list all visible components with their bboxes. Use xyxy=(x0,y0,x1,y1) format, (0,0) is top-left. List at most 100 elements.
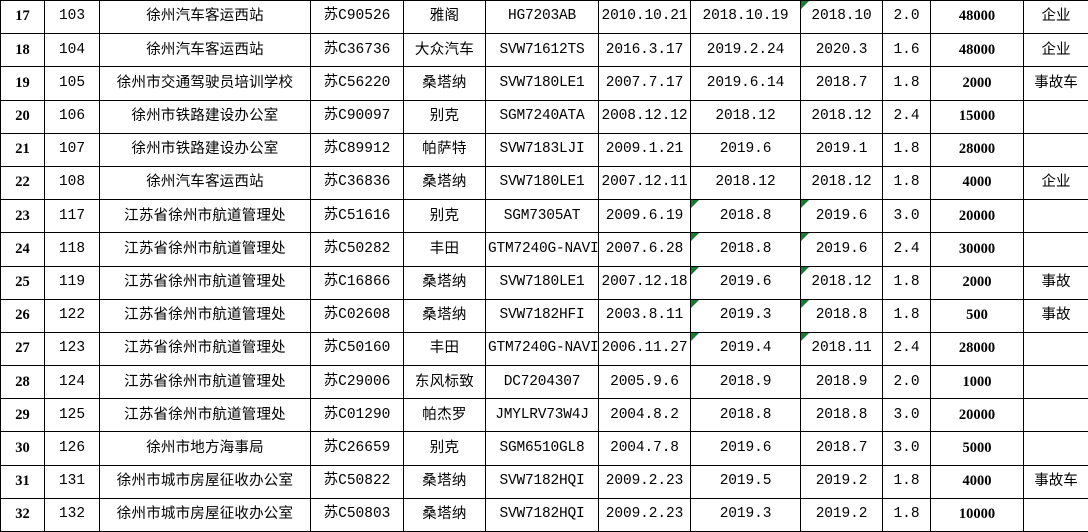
cell-insurance-date[interactable]: 2018.10 xyxy=(800,0,883,35)
cell-registration-date[interactable]: 2004.7.8 xyxy=(598,431,691,466)
table-row[interactable]: 24 118 江苏省徐州市航道管理处 苏C50282 丰田 GTM7240G-NAVI 20… xyxy=(0,232,1088,267)
cell-amount[interactable]: 20000 xyxy=(930,199,1024,234)
cell-insurance-date[interactable]: 2018.12 xyxy=(800,99,883,134)
cell-vehicle-model[interactable]: GTM7240G-NAVI xyxy=(485,331,599,367)
cell-sequence-number[interactable]: 29 xyxy=(0,398,45,433)
cell-plate-number[interactable]: 苏C90526 xyxy=(310,0,404,35)
table-row[interactable]: 32 132 徐州市城市房屋征收办公室 苏C50803 桑塔纳 SVW7182HQI 200… xyxy=(0,497,1088,532)
cell-amount[interactable]: 28000 xyxy=(930,331,1024,367)
table-row[interactable]: 27 123 江苏省徐州市航道管理处 苏C50160 丰田 GTM7240G-NAVI 20… xyxy=(0,331,1088,367)
cell-displacement[interactable]: 1.8 xyxy=(882,497,931,532)
cell-insurance-date[interactable]: 2020.3 xyxy=(800,33,883,68)
cell-vehicle-brand[interactable]: 桑塔纳 xyxy=(403,497,486,532)
cell-plate-number[interactable]: 苏C89912 xyxy=(310,132,404,167)
cell-amount[interactable]: 30000 xyxy=(930,232,1024,267)
cell-inspection-date[interactable]: 2018.9 xyxy=(690,365,801,400)
cell-remark[interactable]: 事故 xyxy=(1023,298,1088,333)
cell-inspection-date[interactable]: 2018.12 xyxy=(690,99,801,134)
table-row[interactable]: 22 108 徐州汽车客运西站 苏C36836 桑塔纳 SVW7180LE1 2007.12… xyxy=(0,165,1088,201)
cell-amount[interactable]: 48000 xyxy=(930,0,1024,35)
cell-record-id[interactable]: 132 xyxy=(44,497,100,532)
cell-sequence-number[interactable]: 17 xyxy=(0,0,45,35)
cell-organization[interactable]: 江苏省徐州市航道管理处 xyxy=(99,199,311,234)
cell-registration-date[interactable]: 2009.2.23 xyxy=(598,497,691,532)
cell-inspection-date[interactable]: 2018.12 xyxy=(690,165,801,201)
cell-insurance-date[interactable]: 2018.12 xyxy=(800,265,883,300)
cell-vehicle-brand[interactable]: 桑塔纳 xyxy=(403,165,486,201)
cell-sequence-number[interactable]: 18 xyxy=(0,33,45,68)
cell-plate-number[interactable]: 苏C90097 xyxy=(310,99,404,134)
cell-remark[interactable] xyxy=(1023,132,1088,167)
cell-sequence-number[interactable]: 20 xyxy=(0,99,45,134)
cell-organization[interactable]: 江苏省徐州市航道管理处 xyxy=(99,298,311,333)
cell-plate-number[interactable]: 苏C50282 xyxy=(310,232,404,267)
cell-organization[interactable]: 徐州汽车客运西站 xyxy=(99,33,311,68)
cell-displacement[interactable]: 3.0 xyxy=(882,199,931,234)
cell-insurance-date[interactable]: 2018.7 xyxy=(800,431,883,466)
cell-displacement[interactable]: 2.4 xyxy=(882,232,931,267)
cell-vehicle-model[interactable]: HG7203AB xyxy=(485,0,599,35)
cell-vehicle-model[interactable]: SVW7180LE1 xyxy=(485,265,599,300)
cell-displacement[interactable]: 1.6 xyxy=(882,33,931,68)
cell-registration-date[interactable]: 2006.11.27 xyxy=(598,331,691,367)
cell-sequence-number[interactable]: 26 xyxy=(0,298,45,333)
cell-record-id[interactable]: 106 xyxy=(44,99,100,134)
cell-registration-date[interactable]: 2016.3.17 xyxy=(598,33,691,68)
cell-inspection-date[interactable]: 2018.8 xyxy=(690,398,801,433)
cell-insurance-date[interactable]: 2018.8 xyxy=(800,298,883,333)
cell-amount[interactable]: 1000 xyxy=(930,365,1024,400)
table-row[interactable]: 18 104 徐州汽车客运西站 苏C36736 大众汽车 SVW71612TS 2016.3… xyxy=(0,33,1088,68)
cell-inspection-date[interactable]: 2019.6 xyxy=(690,132,801,167)
cell-inspection-date[interactable]: 2019.5 xyxy=(690,464,801,499)
cell-inspection-date[interactable]: 2018.8 xyxy=(690,199,801,234)
cell-displacement[interactable]: 1.8 xyxy=(882,165,931,201)
cell-vehicle-model[interactable]: SVW7182HQI xyxy=(485,464,599,499)
cell-inspection-date[interactable]: 2019.6 xyxy=(690,265,801,300)
cell-record-id[interactable]: 118 xyxy=(44,232,100,267)
cell-plate-number[interactable]: 苏C36836 xyxy=(310,165,404,201)
cell-vehicle-model[interactable]: SGM6510GL8 xyxy=(485,431,599,466)
cell-insurance-date[interactable]: 2019.2 xyxy=(800,497,883,532)
cell-organization[interactable]: 江苏省徐州市航道管理处 xyxy=(99,398,311,433)
cell-inspection-date[interactable]: 2019.2.24 xyxy=(690,33,801,68)
cell-organization[interactable]: 徐州市城市房屋征收办公室 xyxy=(99,497,311,532)
cell-vehicle-brand[interactable]: 桑塔纳 xyxy=(403,66,486,101)
cell-record-id[interactable]: 124 xyxy=(44,365,100,400)
cell-vehicle-brand[interactable]: 别克 xyxy=(403,199,486,234)
cell-vehicle-brand[interactable]: 帕杰罗 xyxy=(403,398,486,433)
cell-registration-date[interactable]: 2004.8.2 xyxy=(598,398,691,433)
cell-organization[interactable]: 江苏省徐州市航道管理处 xyxy=(99,232,311,267)
table-row[interactable]: 25 119 江苏省徐州市航道管理处 苏C16866 桑塔纳 SVW7180LE1 2007… xyxy=(0,265,1088,300)
cell-registration-date[interactable]: 2009.6.19 xyxy=(598,199,691,234)
cell-organization[interactable]: 江苏省徐州市航道管理处 xyxy=(99,331,311,367)
cell-remark[interactable]: 事故车 xyxy=(1023,66,1088,101)
cell-amount[interactable]: 5000 xyxy=(930,431,1024,466)
cell-record-id[interactable]: 104 xyxy=(44,33,100,68)
cell-record-id[interactable]: 123 xyxy=(44,331,100,367)
cell-remark[interactable] xyxy=(1023,431,1088,466)
cell-plate-number[interactable]: 苏C50160 xyxy=(310,331,404,367)
cell-plate-number[interactable]: 苏C50803 xyxy=(310,497,404,532)
cell-insurance-date[interactable]: 2018.11 xyxy=(800,331,883,367)
cell-vehicle-brand[interactable]: 桑塔纳 xyxy=(403,464,486,499)
cell-insurance-date[interactable]: 2019.6 xyxy=(800,199,883,234)
cell-plate-number[interactable]: 苏C50822 xyxy=(310,464,404,499)
cell-insurance-date[interactable]: 2018.9 xyxy=(800,365,883,400)
cell-registration-date[interactable]: 2003.8.11 xyxy=(598,298,691,333)
cell-inspection-date[interactable]: 2018.8 xyxy=(690,232,801,267)
cell-sequence-number[interactable]: 31 xyxy=(0,464,45,499)
cell-amount[interactable]: 2000 xyxy=(930,66,1024,101)
cell-vehicle-model[interactable]: SGM7305AT xyxy=(485,199,599,234)
cell-amount[interactable]: 48000 xyxy=(930,33,1024,68)
cell-insurance-date[interactable]: 2019.1 xyxy=(800,132,883,167)
cell-insurance-date[interactable]: 2018.7 xyxy=(800,66,883,101)
cell-insurance-date[interactable]: 2019.2 xyxy=(800,464,883,499)
cell-remark[interactable]: 企业 xyxy=(1023,0,1088,35)
cell-vehicle-brand[interactable]: 别克 xyxy=(403,99,486,134)
cell-amount[interactable]: 28000 xyxy=(930,132,1024,167)
cell-displacement[interactable]: 2.4 xyxy=(882,331,931,367)
cell-registration-date[interactable]: 2007.7.17 xyxy=(598,66,691,101)
cell-vehicle-brand[interactable]: 东风标致 xyxy=(403,365,486,400)
cell-sequence-number[interactable]: 22 xyxy=(0,165,45,201)
cell-vehicle-brand[interactable]: 大众汽车 xyxy=(403,33,486,68)
